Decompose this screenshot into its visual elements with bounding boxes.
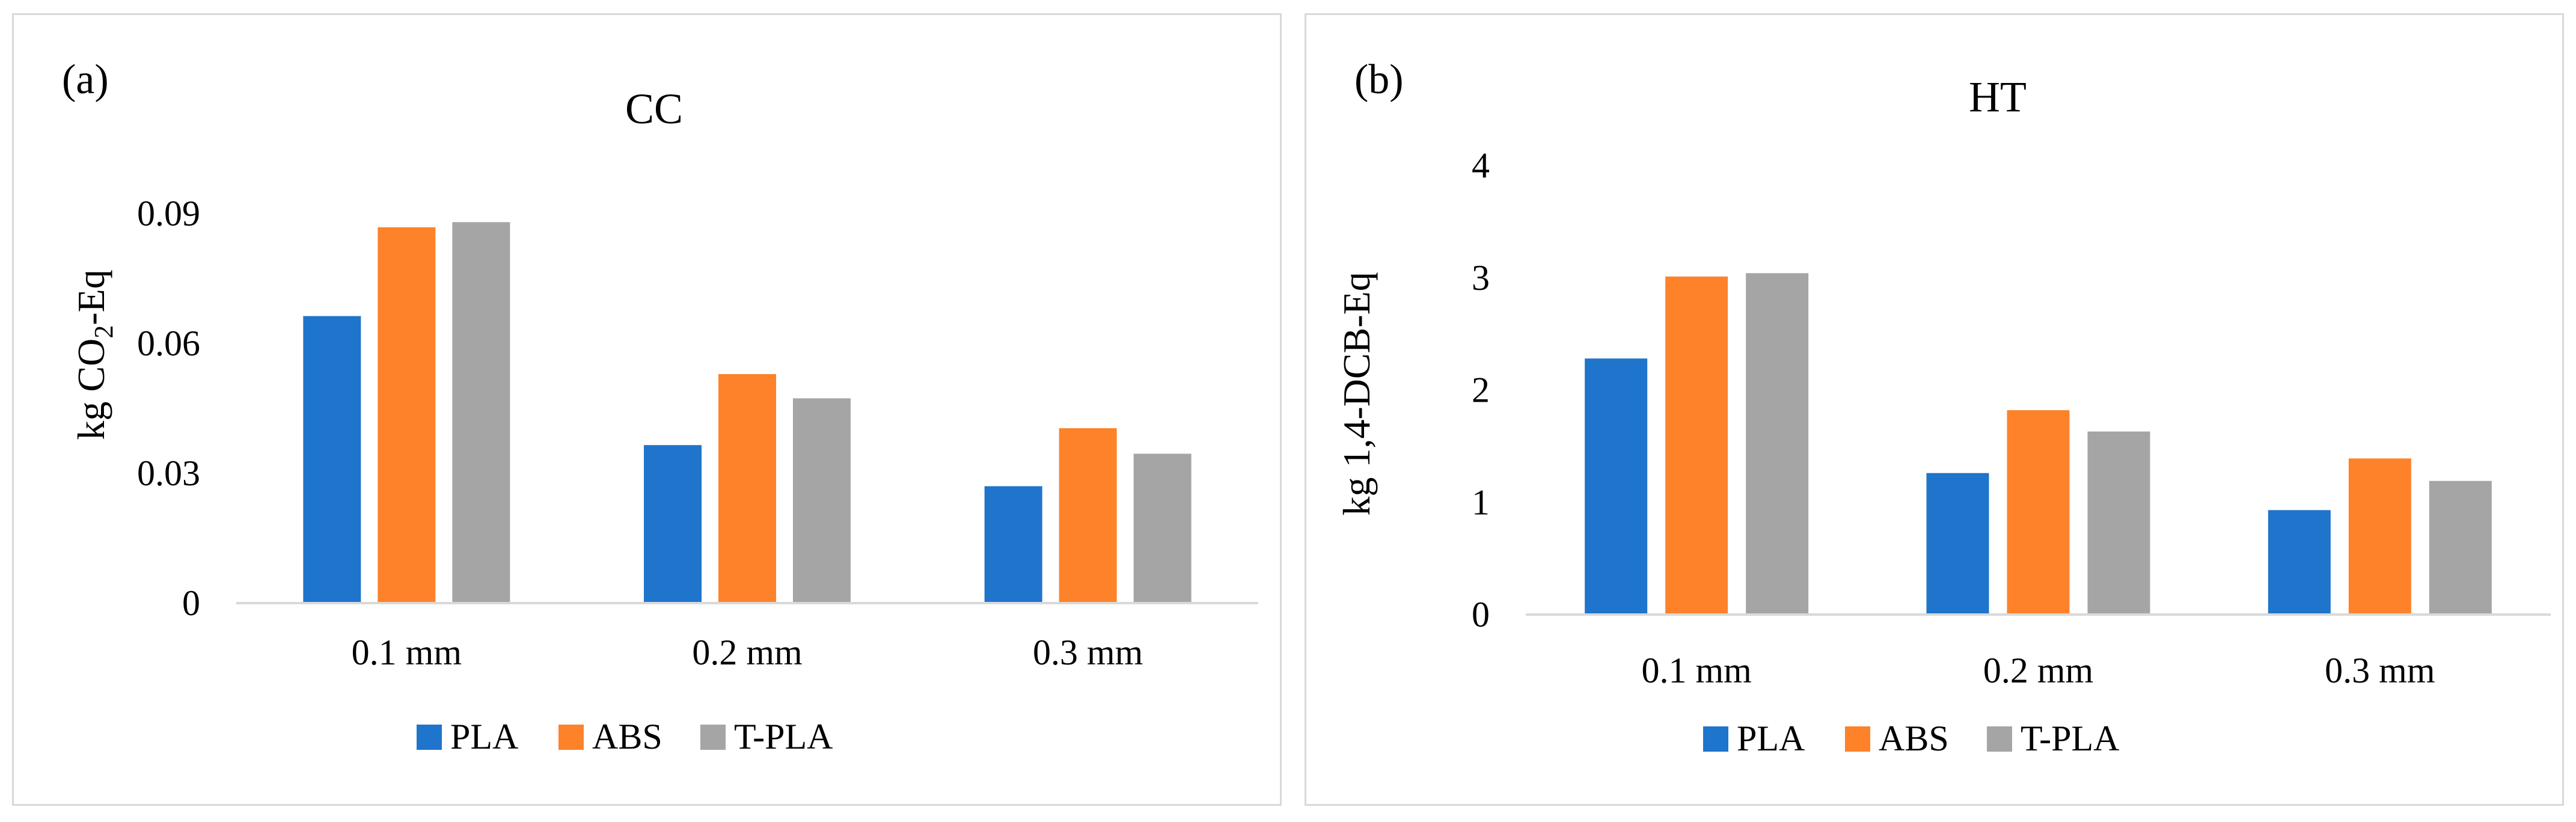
chart-title: HT <box>1969 73 2027 121</box>
bar-pla-2 <box>1926 473 1989 615</box>
legend-label-pla: PLA <box>450 717 518 756</box>
panel-label: (a) <box>62 57 109 103</box>
bar-t-pla-1 <box>1746 273 1809 615</box>
chart-panel-cc: (a) CC kg CO2-Eq 0 0.03 0.06 0.09 0.1 mm 0.2 … <box>12 13 1282 806</box>
y-tick-label: 0.03 <box>137 453 200 493</box>
bar-abs-3 <box>2348 458 2411 615</box>
bar-t-pla-3 <box>1133 453 1192 603</box>
legend-label-t-pla: T-PLA <box>2021 719 2119 758</box>
bar-t-pla-1 <box>452 222 510 603</box>
legend-swatch-t-pla <box>700 725 726 750</box>
y-tick-label: 0.09 <box>137 194 200 233</box>
cc-chart-svg: (a) CC kg CO2-Eq 0 0.03 0.06 0.09 0.1 mm 0.2 … <box>62 57 1258 756</box>
y-axis-label: kg 1,4-DCB-Eq <box>1335 272 1378 515</box>
y-tick-label: 4 <box>1472 146 1490 185</box>
cc-plot-area: 0 0.03 0.06 0.09 0.1 mm 0.2 mm 0.3 mm PLA ABS T-P… <box>137 194 1258 756</box>
bar-abs-3 <box>1059 428 1117 603</box>
x-tick-label: 0.2 mm <box>692 633 802 672</box>
y-axis-label-suffix: -Eq <box>70 269 112 325</box>
y-tick-label: 1 <box>1472 482 1490 522</box>
bar-t-pla-2 <box>793 398 851 603</box>
x-tick-label: 0.3 mm <box>2325 651 2435 690</box>
bar-pla-1 <box>303 316 361 603</box>
bar-abs-2 <box>2007 410 2070 615</box>
y-tick-label: 3 <box>1472 258 1490 298</box>
ht-plot-area: 0 1 2 3 4 0.1 mm 0.2 mm 0.3 mm PLA ABS T-PLA <box>1472 146 2551 758</box>
bar-pla-2 <box>644 445 702 603</box>
x-tick-label: 0.3 mm <box>1033 633 1143 672</box>
y-axis-label-prefix: kg CO <box>70 339 112 440</box>
y-axis-label-subscript: 2 <box>89 325 118 339</box>
bar-abs-1 <box>1665 276 1728 615</box>
bar-pla-3 <box>2268 510 2331 615</box>
bar-pla-3 <box>984 486 1042 603</box>
y-axis-label: kg CO2-Eq <box>70 269 118 440</box>
ht-chart-svg: (b) HT kg 1,4-DCB-Eq 0 1 2 3 4 0.1 mm 0.2 mm 0.… <box>1335 57 2551 758</box>
y-tick-label: 0 <box>182 583 200 623</box>
legend-label-pla: PLA <box>1737 719 1805 758</box>
bar-t-pla-3 <box>2429 480 2492 615</box>
y-tick-label: 0.06 <box>137 324 200 363</box>
legend-swatch-t-pla <box>1987 726 2012 752</box>
legend-label-abs: ABS <box>1879 719 1949 758</box>
x-tick-label: 0.1 mm <box>352 633 462 672</box>
chart-panel-ht: (b) HT kg 1,4-DCB-Eq 0 1 2 3 4 0.1 mm 0.2 mm 0.… <box>1305 13 2564 806</box>
bar-t-pla-2 <box>2087 431 2150 615</box>
panel-label: (b) <box>1354 57 1404 103</box>
legend-swatch-pla <box>417 725 442 750</box>
x-tick-label: 0.1 mm <box>1641 651 1751 690</box>
legend-swatch-abs <box>1845 726 1870 752</box>
legend-swatch-pla <box>1703 726 1728 752</box>
chart-title: CC <box>625 85 683 133</box>
bar-pla-1 <box>1585 358 1648 615</box>
legend-label-t-pla: T-PLA <box>734 717 833 756</box>
legend-swatch-abs <box>558 725 584 750</box>
bar-abs-2 <box>718 374 776 603</box>
y-tick-label: 0 <box>1472 595 1490 634</box>
x-tick-label: 0.2 mm <box>1983 651 2093 690</box>
y-tick-label: 2 <box>1472 370 1490 410</box>
legend-label-abs: ABS <box>592 717 662 756</box>
bar-abs-1 <box>378 227 436 603</box>
